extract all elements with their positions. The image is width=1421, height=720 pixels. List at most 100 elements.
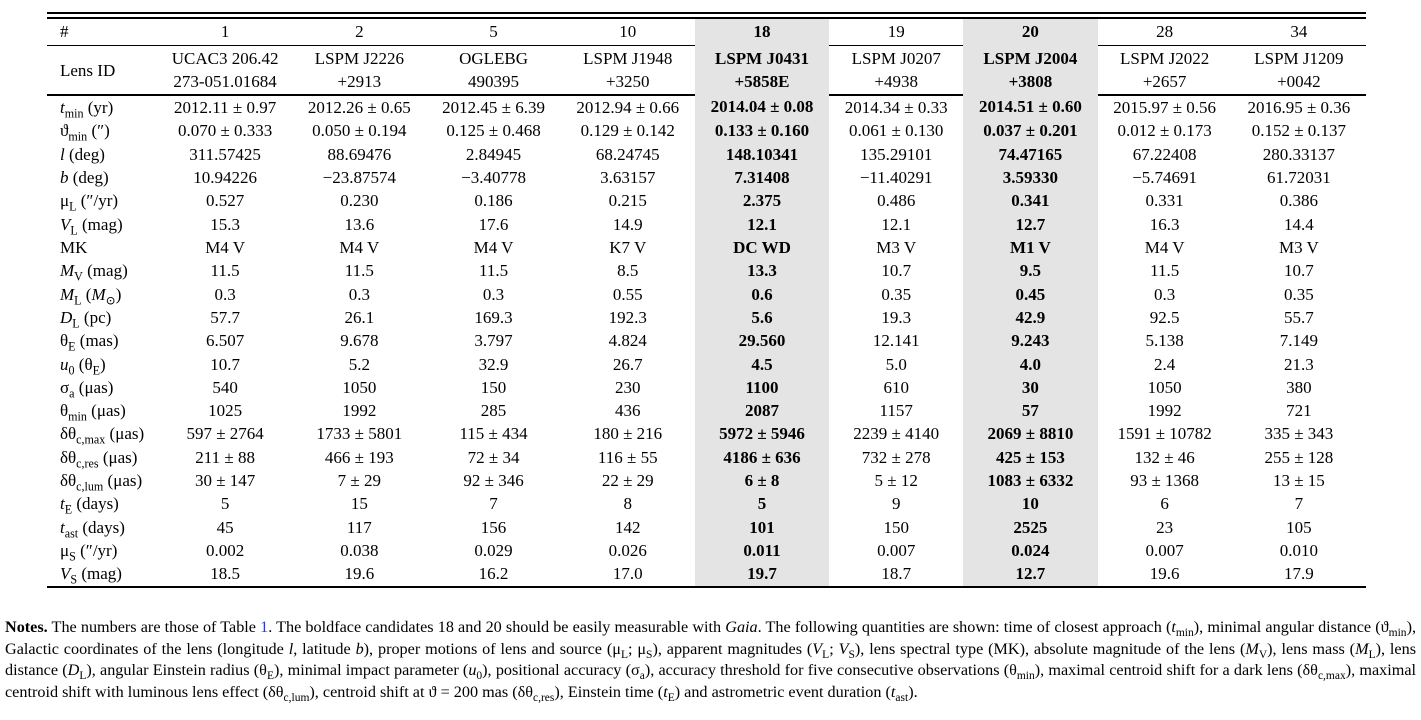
cell: 2014.34 ± 0.33 [844, 97, 948, 117]
cell: 5.2 [348, 354, 370, 374]
cell: 4186 ± 636 [694, 445, 830, 470]
row-label: VS (mag) [47, 562, 158, 588]
row-label: θmin (μas) [60, 401, 126, 424]
lens-id-line1: LSPM J1948 [583, 49, 673, 68]
cell: 11.5 [1150, 261, 1180, 281]
cell: 0.070 ± 0.333 [177, 121, 273, 141]
cell: K7 V [609, 237, 647, 257]
lens-id-line2: +4938 [874, 72, 918, 91]
cell: 14.4 [1284, 214, 1314, 234]
cell: 5.138 [1145, 331, 1184, 351]
cell: 17.0 [560, 562, 695, 588]
cell: 19.7 [694, 562, 830, 588]
cell: 466 ± 193 [324, 447, 394, 467]
cell: 148.10341 [694, 142, 830, 166]
cell: 0.331 [1145, 191, 1184, 211]
table-notes: Notes. The numbers are those of Table 1.… [5, 618, 1417, 705]
lens-id-line1: OGLEBG [459, 49, 529, 68]
cell: 192.3 [608, 307, 647, 327]
cell: 380 [1286, 377, 1312, 397]
lens-id-cell: LSPM J2022 +2657 [1097, 45, 1232, 96]
cell: 3.59330 [963, 165, 1098, 190]
table-row: ML (M⊙) 0.3 0.3 0.3 0.55 0.6 0.35 0.45 0.3 0.35 [47, 282, 1366, 306]
table-top-double-rule [47, 12, 1366, 19]
cell: 88.69476 [327, 144, 392, 164]
cell: 0.029 [474, 541, 513, 561]
cell: 10.7 [210, 354, 240, 374]
cell: 335 ± 343 [1264, 424, 1334, 444]
cell: 0.527 [205, 191, 245, 211]
cell: 0.026 [608, 541, 647, 561]
cell: 180 ± 216 [593, 424, 663, 444]
row-label: MK [60, 237, 88, 257]
cell: 9 [891, 494, 901, 514]
col-header-2: 2 [292, 19, 427, 46]
cell: 3.63157 [600, 167, 656, 187]
table-row: DL (pc) 57.7 26.1 169.3 192.3 5.6 19.3 42.9 92.5… [47, 305, 1366, 330]
table-body: tmin (yr) 2012.11 ± 0.97 2012.26 ± 0.65 201… [47, 95, 1366, 588]
cell: M4 V [1144, 237, 1185, 257]
table-row: θE (mas) 6.507 9.678 3.797 4.824 29.560 12.141… [47, 329, 1366, 353]
row-label: ϑmin (″) [60, 121, 110, 144]
cell: −3.40778 [461, 167, 526, 187]
cell: 0.129 ± 0.142 [580, 121, 675, 141]
cell: 57 [963, 399, 1098, 423]
table-header: #1 2 5 10 18 19 20 28 34 Lens ID UCAC3 206.42 273-0… [47, 19, 1366, 96]
lens-id-line2: 490395 [468, 72, 520, 91]
cell: 72 ± 34 [467, 447, 520, 467]
col-header-19: 19 [829, 19, 964, 46]
table-row: σa (μas) 540 1050 150 230 1100 610 30 1050 380 [47, 375, 1366, 400]
col-header-5: 5 [426, 19, 561, 46]
table-row: tE (days) 5 15 7 8 5 9 10 6 7 [47, 492, 1366, 516]
cell: 2087 [694, 399, 830, 423]
cell: 0.386 [1279, 191, 1318, 211]
cell: 13.6 [344, 214, 375, 234]
cell: 22 ± 29 [601, 471, 654, 491]
row-label: MV (mag) [60, 261, 128, 284]
lens-id-line1: UCAC3 206.42 [171, 49, 279, 68]
table-row: δθc,res (μas) 211 ± 88 466 ± 193 72 ± 34 116… [47, 445, 1366, 470]
cell: 23 [1156, 517, 1174, 537]
lens-id-line1: LSPM J2022 [1120, 49, 1210, 68]
cell: 12.1 [694, 212, 830, 236]
cell: 0.002 [205, 541, 245, 561]
lens-id-label: Lens ID [47, 45, 158, 96]
cell: M4 V [339, 237, 380, 257]
row-label: μS (″/yr) [60, 541, 118, 564]
cell: 5.6 [694, 305, 830, 330]
cell: 29.560 [694, 329, 830, 353]
cell: 9.5 [963, 259, 1098, 283]
cell: 9.678 [340, 331, 379, 351]
cell: 5 ± 12 [874, 471, 918, 491]
cell: 0.010 [1279, 541, 1318, 561]
cell: 7 [489, 494, 498, 514]
cell: 436 [615, 401, 641, 421]
table-1-link[interactable]: 1 [260, 618, 269, 637]
col-header-34: 34 [1231, 19, 1366, 46]
cell: 2.375 [694, 189, 830, 213]
lens-id-line1: LSPM J1209 [1254, 49, 1344, 68]
table-row: μS (″/yr) 0.002 0.038 0.029 0.026 0.011 0.007 0… [47, 539, 1366, 564]
lens-id-line2: +0042 [1277, 72, 1321, 91]
cell: 117 [346, 517, 372, 537]
cell: 12.7 [963, 562, 1098, 588]
cell: 10 [963, 492, 1098, 516]
cell: 92 ± 346 [463, 471, 524, 491]
cell: 597 ± 2764 [186, 424, 264, 444]
table-row: tast (days) 45 117 156 142 101 150 2525 23 105 [47, 515, 1366, 540]
cell: 2012.26 ± 0.65 [307, 97, 411, 117]
cell: 17.6 [478, 214, 509, 234]
table-row: b (deg) 10.94226 −23.87574 −3.40778 3.63157 7… [47, 165, 1366, 190]
cell: 1100 [694, 375, 830, 400]
cell: 30 [963, 375, 1098, 400]
cell: 5.0 [885, 354, 907, 374]
cell: 732 ± 278 [861, 447, 931, 467]
cell: 2012.94 ± 0.66 [576, 97, 680, 117]
cell: 1157 [879, 401, 913, 421]
cell: 19.3 [881, 307, 912, 327]
row-label: VL (mag) [60, 214, 123, 237]
cell: 14.9 [612, 214, 643, 234]
lensing-candidates-table: #1 2 5 10 18 19 20 28 34 Lens ID UCAC3 206.42 273-0… [47, 19, 1366, 588]
cell: 115 ± 434 [459, 424, 528, 444]
cell: 1733 ± 5801 [316, 424, 403, 444]
